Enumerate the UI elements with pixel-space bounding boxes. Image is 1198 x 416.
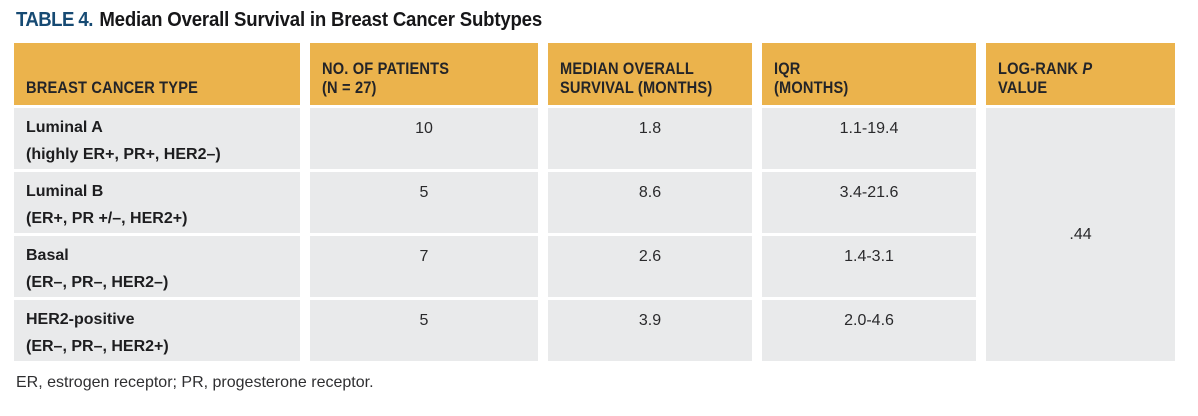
row-name: Basal [26,247,69,264]
column-log-rank: LOG-RANK P VALUE .44 [986,43,1175,361]
table-row-label: Luminal B (ER+, PR +/–, HER2+) [14,172,300,233]
row-subtype: (ER–, PR–, HER2+) [26,338,169,355]
median-cell: 2.6 [548,236,752,297]
column-median-survival: MEDIAN OVERALL SURVIVAL (MONTHS) 1.8 8.6… [548,43,752,361]
header-cell-median: MEDIAN OVERALL SURVIVAL (MONTHS) [548,43,752,105]
row-name: HER2-positive [26,311,135,328]
p-value-cell: .44 [986,108,1175,361]
header-cell-patients: NO. OF PATIENTS (N = 27) [310,43,538,105]
median-cell: 8.6 [548,172,752,233]
row-subtype: (ER–, PR–, HER2–) [26,274,169,291]
patients-cell: 5 [310,300,538,361]
header-median-label: MEDIAN OVERALL SURVIVAL (MONTHS) [560,59,713,97]
iqr-cell: 1.1-19.4 [762,108,976,169]
median-cell: 1.8 [548,108,752,169]
patients-cell: 10 [310,108,538,169]
iqr-cell: 2.0-4.6 [762,300,976,361]
row-subtype: (highly ER+, PR+, HER2–) [26,146,221,163]
table-row-label: Basal (ER–, PR–, HER2–) [14,236,300,297]
header-cell-type: BREAST CANCER TYPE [14,43,300,105]
row-subtype: (ER+, PR +/–, HER2+) [26,210,188,227]
header-log-rank-label: LOG-RANK P VALUE [998,59,1093,97]
header-type-label: BREAST CANCER TYPE [26,78,199,97]
table-row-label: HER2-positive (ER–, PR–, HER2+) [14,300,300,361]
table-title-line: TABLE 4. Median Overall Survival in Brea… [16,9,542,32]
row-name: Luminal B [26,183,104,200]
header-patients-label: NO. OF PATIENTS (N = 27) [322,59,450,97]
table-title: TABLE 4. Median Overall Survival in Brea… [16,9,582,32]
header-iqr-label: IQR (MONTHS) [774,59,849,97]
patients-cell: 5 [310,172,538,233]
patients-cell: 7 [310,236,538,297]
table-row-label: Luminal A (highly ER+, PR+, HER2–) [14,108,300,169]
row-name: Luminal A [26,119,103,136]
table-title-text: Median Overall Survival in Breast Cancer… [99,9,542,31]
table-footnote: ER, estrogen receptor; PR, progesterone … [16,374,374,391]
iqr-cell: 3.4-21.6 [762,172,976,233]
column-type: BREAST CANCER TYPE Luminal A (highly ER+… [14,43,300,361]
median-cell: 3.9 [548,300,752,361]
header-cell-iqr: IQR (MONTHS) [762,43,976,105]
column-iqr: IQR (MONTHS) 1.1-19.4 3.4-21.6 1.4-3.1 2… [762,43,976,361]
italic-p: P [1082,59,1093,78]
table-number-label: TABLE 4. [16,9,93,31]
column-patients: NO. OF PATIENTS (N = 27) 10 5 7 5 [310,43,538,361]
header-cell-log-rank: LOG-RANK P VALUE [986,43,1175,105]
survival-table: BREAST CANCER TYPE Luminal A (highly ER+… [14,43,1175,361]
iqr-cell: 1.4-3.1 [762,236,976,297]
